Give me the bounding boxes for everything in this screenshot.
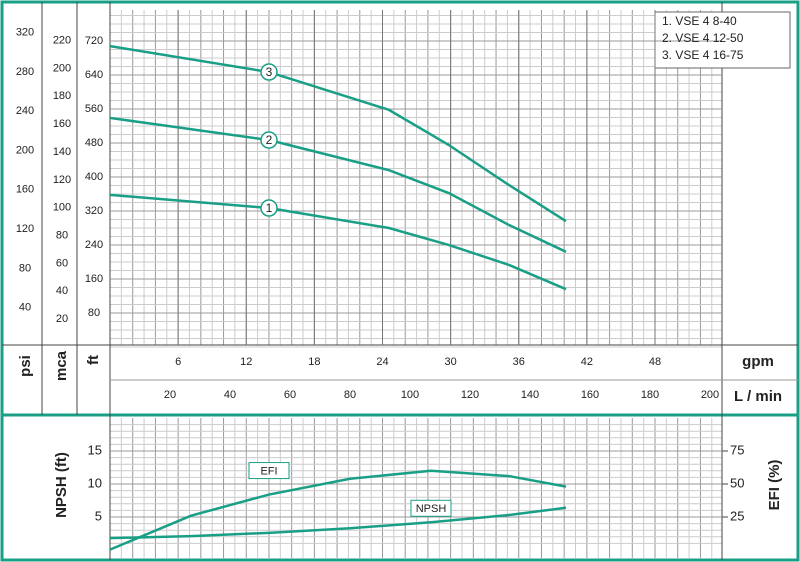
x2-tick-label: 48	[649, 356, 661, 368]
curve	[109, 193, 567, 291]
y-tick-label: 400	[85, 171, 103, 183]
legend-entry: 1. VSE 4 8-40	[662, 14, 737, 28]
y-tick-label: 15	[88, 442, 102, 457]
y-tick-label: 160	[85, 273, 103, 285]
y3-tick-label: 280	[16, 66, 34, 78]
x2-tick-label: 24	[376, 356, 388, 368]
y2-tick-label: 200	[53, 62, 71, 74]
axis-label: gpm	[742, 353, 774, 370]
axis-label: mca	[53, 350, 70, 381]
x-tick-label: 60	[284, 389, 296, 401]
y3-tick-label: 200	[16, 144, 34, 156]
y2-tick-label: 180	[53, 90, 71, 102]
curve-label: NPSH	[416, 503, 447, 515]
y-tick-label: 640	[85, 69, 103, 81]
y2-tick-label: 140	[53, 146, 71, 158]
y3-tick-label: 120	[16, 223, 34, 235]
y2-tick-label: 80	[56, 230, 68, 242]
y-tick-label: 720	[85, 35, 103, 47]
y-tick-label: 5	[95, 508, 102, 523]
curve-label-badge	[260, 63, 278, 81]
x-tick-label: 40	[224, 389, 236, 401]
y2-tick-label: 120	[53, 174, 71, 186]
curve-label: 1	[266, 201, 273, 215]
x-tick-label: 180	[641, 389, 659, 401]
y2-tick-label: 220	[53, 35, 71, 47]
x-tick-label: 160	[581, 389, 599, 401]
curve	[109, 506, 567, 540]
x2-tick-label: 12	[240, 356, 252, 368]
axis-label: L / min	[734, 388, 782, 405]
curve-label-box	[248, 462, 290, 480]
x2-tick-label: 36	[513, 356, 525, 368]
y2-tick-label: 20	[56, 313, 68, 325]
legend-entry: 2. VSE 4 12-50	[662, 31, 744, 45]
curve-label-badge	[260, 131, 278, 149]
y-tick-label: 560	[85, 103, 103, 115]
x2-tick-label: 6	[175, 356, 181, 368]
x-tick-label: 80	[344, 389, 356, 401]
x2-tick-label: 18	[308, 356, 320, 368]
y2-tick-label: 40	[56, 285, 68, 297]
y-tick-label: 480	[85, 137, 103, 149]
legend-entry: 3. VSE 4 16-75	[662, 48, 744, 62]
x-tick-label: 100	[401, 389, 419, 401]
curve	[109, 44, 567, 223]
curve	[109, 469, 567, 551]
y3-tick-label: 240	[16, 105, 34, 117]
y-tick-label: 320	[85, 205, 103, 217]
legend-box	[654, 11, 791, 69]
y-tick-label: 80	[88, 307, 100, 319]
y3-tick-label: 80	[19, 262, 31, 274]
curve-label: 2	[266, 133, 273, 147]
y3-tick-label: 320	[16, 27, 34, 39]
axis-label: EFI (%)	[766, 460, 783, 511]
curve	[109, 116, 567, 253]
y-tick-label: 240	[85, 239, 103, 251]
curve-label: 3	[266, 65, 273, 79]
y2-tick-label: 100	[53, 202, 71, 214]
y-tick-label: 10	[88, 475, 102, 490]
x-tick-label: 20	[164, 389, 176, 401]
x2-tick-label: 42	[581, 356, 593, 368]
y2-tick-label: 50	[730, 475, 744, 490]
x-tick-label: 200	[701, 389, 719, 401]
y3-tick-label: 160	[16, 184, 34, 196]
curve-label: EFI	[260, 465, 277, 477]
x-tick-label: 120	[461, 389, 479, 401]
axis-label: NPSH (ft)	[53, 452, 70, 518]
y2-tick-label: 25	[730, 508, 744, 523]
axis-label: psi	[17, 355, 34, 377]
y3-tick-label: 40	[19, 302, 31, 314]
x-tick-label: 140	[521, 389, 539, 401]
y2-tick-label: 160	[53, 118, 71, 130]
x2-tick-label: 30	[445, 356, 457, 368]
curve-label-badge	[260, 199, 278, 217]
axis-label: ft	[85, 355, 102, 365]
curve-label-box	[410, 499, 452, 517]
y2-tick-label: 60	[56, 257, 68, 269]
y2-tick-label: 75	[730, 442, 744, 457]
